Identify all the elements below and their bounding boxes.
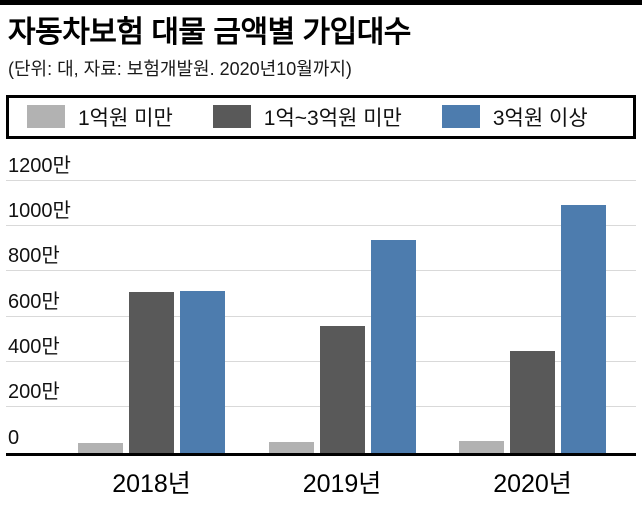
bar-group-2018년: 2018년: [78, 290, 225, 498]
bar-groups: 2018년 2019년 2020년: [6, 181, 636, 498]
bar: [78, 442, 123, 453]
y-axis-tick-label: 400만: [8, 335, 60, 358]
y-axis-tick-label: 1000만: [8, 199, 71, 222]
bar: [268, 441, 314, 453]
gridline: [6, 179, 636, 181]
y-axis-tick-label: 200만: [8, 381, 60, 404]
y-axis-tick-label: 600만: [8, 290, 60, 313]
legend-swatch-icon: [212, 105, 251, 129]
bar: [319, 325, 365, 453]
legend-swatch-icon: [27, 105, 65, 129]
x-axis-label: 2019년: [302, 469, 382, 498]
legend-item: 1억원 미만: [27, 102, 173, 132]
y-axis-tick-label: 1200만: [8, 154, 71, 177]
chart-legend: 1억원 미만 1억~3억원 미만 3억원 이상: [6, 94, 636, 139]
legend-label: 3억원 이상: [492, 106, 588, 130]
legend-swatch-icon: [441, 105, 480, 129]
bar: [510, 350, 555, 453]
gridline: [6, 270, 636, 272]
y-axis-tick-label: 800만: [8, 245, 60, 268]
bar-group-2019년: 2019년: [268, 239, 416, 498]
y-axis-tick-label: 0: [8, 426, 20, 449]
legend-label: 1억~3억원 미만: [263, 106, 402, 130]
top-divider: [0, 0, 642, 5]
x-axis-label: 2020년: [493, 469, 572, 498]
legend-item: 1억~3억원 미만: [212, 102, 402, 132]
bar: [370, 239, 416, 453]
bar: [180, 290, 225, 453]
bar-chart: 0 200만 400만 600만 800만 1000만 1200만 2018년 2019년 202…: [6, 153, 636, 498]
bar: [129, 291, 174, 453]
legend-label: 1억원 미만: [78, 106, 173, 130]
bar-group-2020년: 2020년: [459, 204, 606, 498]
bar: [561, 204, 606, 453]
bar: [459, 440, 504, 453]
chart-subtitle: (단위: 대, 자료: 보험개발원. 2020년10월까지): [8, 58, 352, 79]
plot-area: 0 200만 400만 600만 800만 1000만 1200만 2018년 2019년 202…: [6, 156, 636, 498]
gridline: [6, 315, 636, 317]
chart-title: 자동차보험 대물 금액별 가입대수: [8, 16, 411, 49]
legend-item: 3억원 이상: [441, 102, 588, 132]
gridline: [6, 224, 636, 226]
x-axis-label: 2018년: [112, 469, 191, 498]
